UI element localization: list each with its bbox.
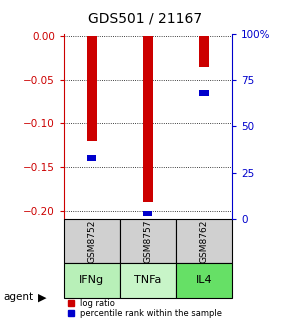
Text: GSM8757: GSM8757 (143, 219, 153, 263)
Text: TNFa: TNFa (134, 276, 162, 285)
Legend: log ratio, percentile rank within the sample: log ratio, percentile rank within the sa… (68, 298, 222, 318)
Bar (87, 156, 96, 161)
Bar (64, 263, 120, 297)
Text: GSM8752: GSM8752 (87, 220, 96, 263)
Bar (64, 219, 120, 263)
Bar (120, 219, 176, 263)
Bar (120, 263, 176, 297)
Text: ▶: ▶ (38, 292, 46, 302)
Bar (199, 36, 209, 67)
Bar (143, 211, 153, 216)
Bar (176, 219, 232, 263)
Text: IL4: IL4 (196, 276, 212, 285)
Bar (143, 36, 153, 202)
Text: GDS501 / 21167: GDS501 / 21167 (88, 11, 202, 25)
Bar (200, 90, 209, 96)
Bar (87, 36, 97, 141)
Bar (176, 263, 232, 297)
Text: GSM8762: GSM8762 (200, 220, 209, 263)
Text: IFNg: IFNg (79, 276, 104, 285)
Text: agent: agent (3, 292, 33, 302)
